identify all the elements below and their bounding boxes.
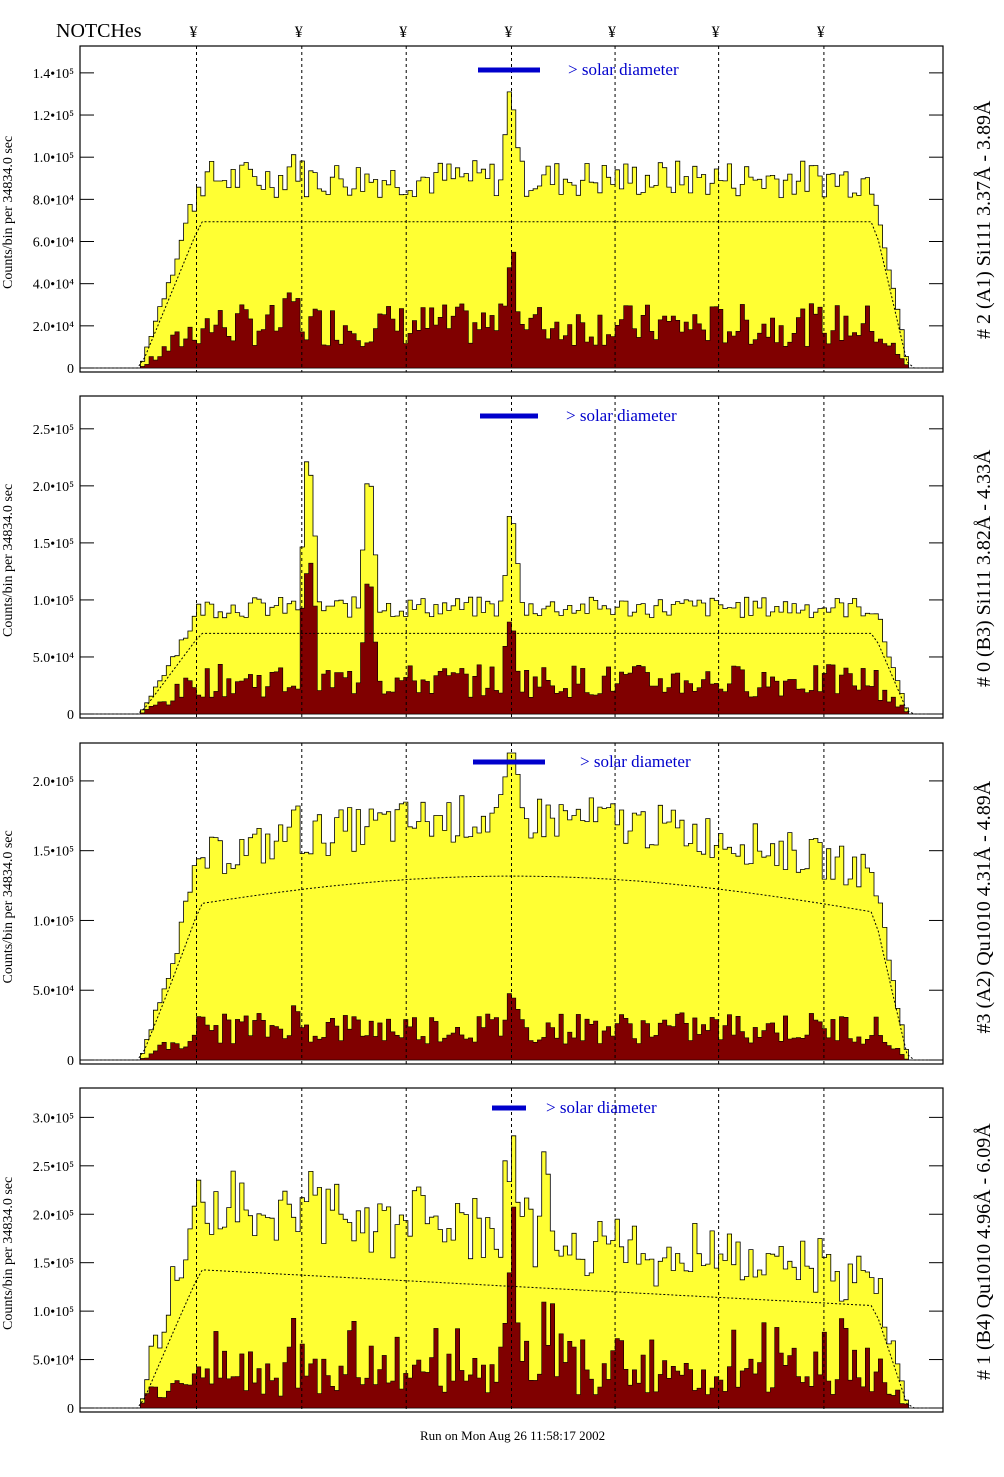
- y-axis-label: Counts/bin per 34834.0 sec: [1, 484, 16, 637]
- y-tick-label: 1.0•10⁵: [33, 1305, 74, 1320]
- y-tick-label: 1.0•10⁵: [33, 914, 74, 929]
- notches-label: NOTCHes: [56, 20, 142, 42]
- y-axis-label: Counts/bin per 34834.0 sec: [1, 1177, 16, 1330]
- notch-marker-2: ¥: [295, 24, 303, 41]
- y-tick-label: 2.0•10⁵: [33, 1208, 74, 1223]
- y-tick-label: 5.0•10⁴: [33, 651, 74, 666]
- y-tick-label: 1.5•10⁵: [33, 845, 74, 860]
- y-tick-label: 5.0•10⁴: [33, 1354, 74, 1369]
- panel-3: 0 5.0•10⁴ 1.0•10⁵ 1.5•10⁵ 2.0•10⁵ Counts/bin …: [1, 742, 995, 1069]
- y-tick-label: 5.0•10⁴: [33, 984, 74, 999]
- y-tick-label: 0: [67, 708, 74, 723]
- panel-4: 0 5.0•10⁴ 1.0•10⁵ 1.5•10⁵ 2.0•10⁵ 2.5•10⁵ 3.0•…: [1, 1087, 995, 1417]
- y-tick-label: 1.5•10⁵: [33, 537, 74, 552]
- notch-marker-7: ¥: [817, 24, 825, 41]
- total-counts-histogram: [80, 461, 943, 715]
- panel-label: # 0 (B3) Si111 3.82Å - 4.33Å: [973, 449, 995, 687]
- solar-diameter-label: > solar diameter: [566, 406, 677, 425]
- panel-label: # 2 (A1) Si111 3.37Å - 3.89Å: [973, 100, 995, 339]
- model-curve: [80, 875, 943, 1061]
- y-axis-label: Counts/bin per 34834.0 sec: [1, 830, 16, 983]
- y-tick-label: 0: [67, 1054, 74, 1069]
- panel-2: 0 5.0•10⁴ 1.0•10⁵ 1.5•10⁵ 2.0•10⁵ 2.5•10⁵ Coun…: [1, 395, 995, 723]
- y-tick-label: 8.0•10⁴: [33, 193, 74, 208]
- solar-diameter-label: > solar diameter: [546, 1098, 657, 1117]
- panel-label: #3 (A2) Qu1010 4.31Å - 4.89Å: [973, 780, 995, 1033]
- panel-label: # 1 (B4) Qu1010 4.96Å - 6.09Å: [973, 1123, 995, 1380]
- notch-marker-6: ¥: [712, 24, 720, 41]
- y-axis-label: Counts/bin per 34834.0 sec: [1, 136, 16, 289]
- panel-frame: [79, 45, 944, 373]
- solar-diameter-label: > solar diameter: [568, 60, 679, 79]
- y-tick-label: 6.0•10⁴: [33, 236, 74, 251]
- notch-marker-3: ¥: [399, 24, 407, 41]
- notch-marker-1: ¥: [190, 24, 198, 41]
- run-footer: Run on Mon Aug 26 11:58:17 2002: [420, 1428, 606, 1443]
- y-tick-label: 2.0•10⁴: [33, 320, 74, 335]
- y-tick-label: 2.5•10⁵: [33, 1160, 74, 1175]
- y-tick-label: 1.5•10⁵: [33, 1257, 74, 1272]
- panel-frame: [79, 1087, 944, 1413]
- y-tick-label: 2.0•10⁵: [33, 480, 74, 495]
- notch-marker-5: ¥: [608, 24, 616, 41]
- panel-1: 0 2.0•10⁴ 4.0•10⁴ 6.0•10⁴ 8.0•10⁴ 1.0•10⁵ 1.2•…: [1, 45, 995, 377]
- panel-frame: [79, 742, 944, 1065]
- y-tick-label: 1.0•10⁵: [33, 594, 74, 609]
- y-tick-label: 1.2•10⁵: [33, 109, 74, 124]
- panel-frame: [79, 395, 944, 719]
- y-tick-label: 4.0•10⁴: [33, 278, 74, 293]
- solar-diameter-label: > solar diameter: [580, 752, 691, 771]
- y-tick-label: 3.0•10⁵: [33, 1111, 74, 1126]
- notch-marker-4: ¥: [505, 24, 513, 41]
- y-tick-label: 2.0•10⁵: [33, 775, 74, 790]
- y-tick-label: 0: [67, 362, 74, 377]
- y-tick-label: 1.0•10⁵: [33, 151, 74, 166]
- lower-counts-histogram: [80, 1206, 943, 1409]
- y-tick-label: 2.5•10⁵: [33, 423, 74, 438]
- model-curve: [80, 1269, 943, 1409]
- y-tick-label: 0: [67, 1402, 74, 1417]
- y-tick-label: 1.4•10⁵: [33, 67, 74, 82]
